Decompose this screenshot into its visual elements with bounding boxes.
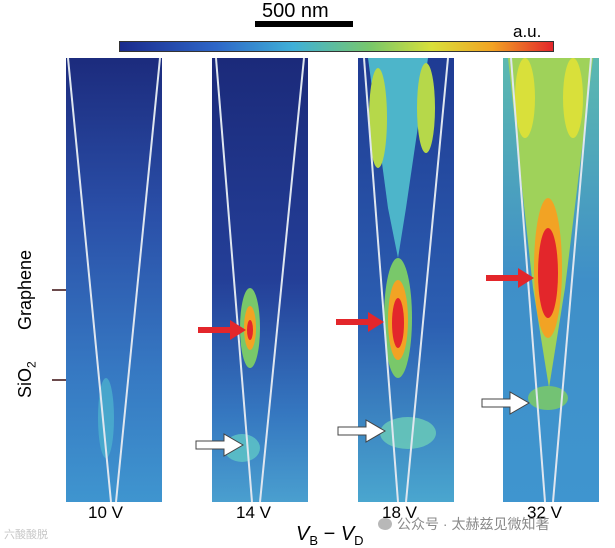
- sio2-label: SiO2: [15, 361, 39, 398]
- white-arrow-14v: [195, 433, 244, 457]
- scale-bar: [255, 21, 353, 27]
- red-arrow-18v: [336, 312, 384, 332]
- voltage-label-18v: 18 V: [382, 503, 417, 522]
- scale-bar-label: 500 nm: [262, 0, 329, 22]
- corner-watermark: 六酸酸脱: [4, 529, 48, 541]
- colorbar: [119, 41, 554, 52]
- colorbar-label: a.u.: [513, 22, 542, 41]
- watermark: 公众号 · 太赫兹见微知著: [378, 514, 549, 534]
- red-arrow-32v: [486, 268, 534, 288]
- voltage-label-10v: 10 V: [88, 503, 123, 522]
- wechat-icon: [378, 518, 392, 530]
- voltage-label-32v: 32 V: [527, 503, 562, 522]
- white-arrow-18v: [337, 419, 386, 443]
- panel-18v: [358, 58, 454, 502]
- panel-14v: [212, 58, 308, 502]
- voltage-label-14v: 14 V: [236, 503, 271, 522]
- red-arrow-14v: [198, 320, 246, 340]
- x-axis-label: VB − VD: [296, 523, 364, 548]
- graphene-label: Graphene: [15, 249, 35, 330]
- white-arrow-32v: [481, 391, 530, 415]
- panel-10v: [66, 58, 162, 502]
